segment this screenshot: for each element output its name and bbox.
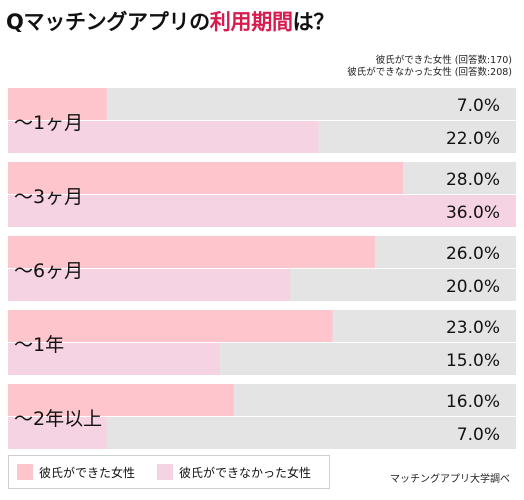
bar-chart: 7.0% 22.0% 〜1ヶ月 28.0% 36.0% 〜3ヶ月 26.0% 20.0% 〜6ヶ… [8,88,516,449]
value-label: 36.0% [446,203,500,223]
legend: 彼氏ができた女性 彼氏ができなかった女性 [8,455,330,489]
category-label: 〜1ヶ月 [14,112,83,134]
legend-swatch-series1 [17,464,33,480]
chart-title-prefix: Qマッチングアプリの [6,10,210,34]
legend-swatch-series2 [157,464,174,480]
value-label: 26.0% [446,244,500,264]
bar-series1 [8,162,404,194]
category-label: 〜6ヶ月 [14,260,83,282]
chart-title-highlight: 利用期間 [209,10,293,34]
category-label: 〜3ヶ月 [14,186,83,208]
bar-series2 [8,417,107,449]
sample-note-series1: 彼氏ができた女性 (回答数:170) [375,55,512,66]
bar-series2 [8,121,319,153]
bar-series1 [8,384,234,416]
bar-series2 [8,269,291,301]
value-label: 23.0% [446,318,500,338]
source-credit: マッチングアプリ大学調べ [390,474,510,485]
value-label: 28.0% [446,170,500,190]
value-label: 22.0% [446,129,500,149]
value-label: 7.0% [457,425,500,445]
value-label: 15.0% [446,351,500,371]
value-label: 7.0% [457,96,500,116]
category-label: 〜1年 [14,334,64,356]
legend-label-series1: 彼氏ができた女性 [39,465,136,480]
bar-series1 [8,310,333,342]
legend-label-series2: 彼氏ができなかった女性 [179,465,312,480]
chart-title: Qマッチングアプリの利用期間は？ [6,6,334,36]
value-label: 16.0% [446,392,500,412]
bar-series1 [8,236,375,268]
bar-series2 [8,343,220,375]
chart-title-suffix: は？ [292,10,335,34]
value-label: 20.0% [446,277,500,297]
legend-item-series2: 彼氏ができなかった女性 [157,464,311,481]
legend-item-series1: 彼氏ができた女性 [17,464,135,481]
category-label: 〜2年以上 [14,408,102,430]
bar-series2 [8,195,516,227]
sample-note-series2: 彼氏ができなかった女性 (回答数:208) [347,67,512,78]
bar-series1 [8,88,107,120]
